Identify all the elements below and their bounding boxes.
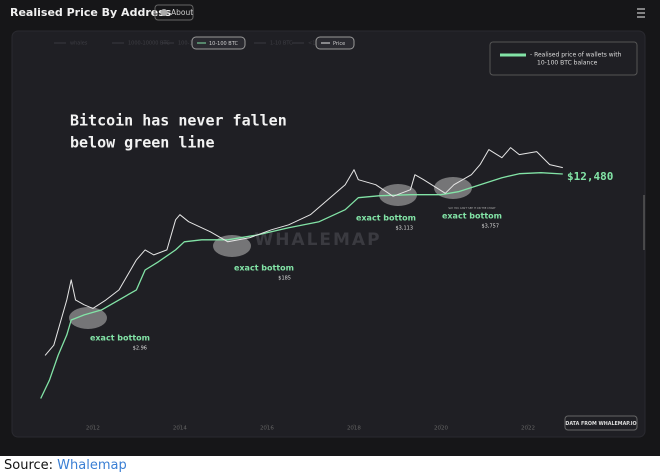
- source-link[interactable]: Whalemap: [57, 458, 127, 473]
- legend-item-hidden: 1-10 BTC: [270, 41, 293, 47]
- about-icon: [160, 9, 168, 16]
- line: [44, 147, 563, 356]
- bottom-value: $3,113: [396, 226, 414, 232]
- legend-box-text: 10-100 BTC balance: [537, 60, 598, 67]
- last-value-label: $12,480: [567, 170, 613, 183]
- source-label: Source:: [4, 458, 54, 473]
- bottom-highlight: [434, 177, 472, 199]
- legend-item: 10-100 BTC: [209, 41, 238, 47]
- x-tick-label: 2018: [347, 426, 361, 432]
- menu-icon[interactable]: [637, 8, 645, 18]
- x-tick-label: 2014: [173, 426, 187, 432]
- annotation: below green line: [70, 134, 215, 152]
- bottom-highlight: [69, 307, 107, 329]
- legend-item-box: [191, 36, 246, 50]
- watermark: WHALEMAP: [254, 230, 381, 250]
- bottom-value: $3,757: [482, 224, 500, 230]
- bottom-highlight: [213, 235, 251, 257]
- x-tick-label: 2016: [260, 426, 274, 432]
- bottom-value: $2.96: [133, 346, 147, 352]
- legend-item-box: [315, 36, 355, 50]
- small-note: SAY YOU CAN'T SEE IT ON THE CHART: [448, 206, 496, 210]
- legend-item: Price: [333, 41, 345, 47]
- bottom-label: exact bottom: [234, 264, 294, 273]
- x-tick-label: 2012: [86, 426, 100, 432]
- about-label[interactable]: About: [171, 8, 193, 17]
- line: [40, 172, 563, 399]
- source-line: Source: Whalemap: [0, 456, 660, 476]
- about-button[interactable]: [154, 4, 194, 21]
- screenshot: Realised Price By Address About WHALEMAP…: [0, 0, 660, 456]
- legend-item-hidden: 1000-10000 BTC: [128, 41, 170, 47]
- chart-panel: [11, 30, 646, 438]
- page-title: Realised Price By Address: [10, 6, 172, 19]
- annotation: Bitcoin has never fallen: [70, 112, 287, 130]
- legend-box: [489, 41, 638, 76]
- bottom-label: exact bottom: [356, 214, 416, 223]
- x-tick-label: 2020: [434, 426, 448, 432]
- data-credit: DATA FROM WHALEMAP.IO: [565, 421, 636, 427]
- legend-box-text: - Realised price of wallets with: [530, 52, 622, 59]
- bottom-label: exact bottom: [442, 212, 502, 221]
- bottom-label: exact bottom: [90, 334, 150, 343]
- x-tick-label: 2022: [521, 426, 535, 432]
- legend-item-hidden: whales: [70, 41, 88, 47]
- bottom-value: $185: [278, 276, 291, 282]
- credit-box: [564, 415, 638, 431]
